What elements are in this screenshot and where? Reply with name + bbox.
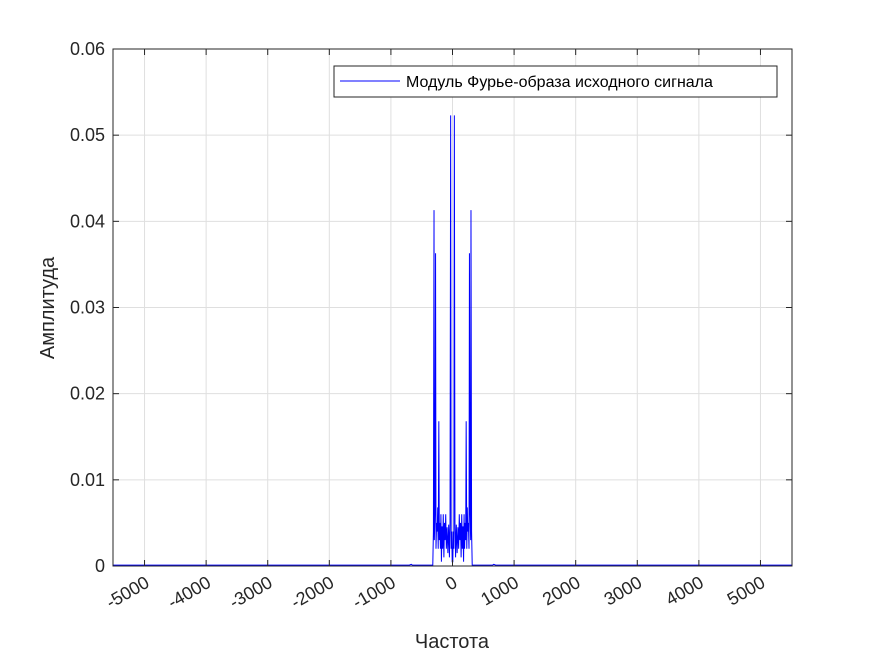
- x-tick-label: -3000: [226, 572, 276, 612]
- grid-lines: [113, 48, 792, 567]
- x-tick-label: -4000: [164, 572, 214, 612]
- legend-box: [333, 65, 778, 98]
- x-axis-title: Частота: [415, 631, 490, 653]
- y-tick-label: 0.03: [70, 298, 105, 318]
- legend-label: Модуль Фурье-образа исходного сигнала: [406, 74, 713, 91]
- y-tick-label: 0.05: [70, 125, 105, 145]
- x-tick-label: 5000: [724, 572, 769, 609]
- x-tick-label: -5000: [103, 572, 153, 612]
- x-tick-label: 3000: [601, 572, 646, 609]
- y-tick-label: 0.02: [70, 384, 105, 404]
- x-tick-label: 4000: [662, 572, 707, 609]
- y-tick-label: 0.01: [70, 470, 105, 490]
- x-tick-label: 1000: [477, 572, 522, 609]
- x-tick-label: -2000: [287, 572, 337, 612]
- x-tick-label: 0: [442, 572, 461, 594]
- x-tick-label: -1000: [349, 572, 399, 612]
- x-tick-label: 2000: [539, 572, 584, 609]
- y-axis-title: Амплитуда: [37, 256, 59, 359]
- legend: Модуль Фурье-образа исходного сигнала: [333, 65, 778, 98]
- y-tick-label: 0.06: [70, 39, 105, 59]
- y-tick-label: 0: [95, 556, 105, 576]
- y-tick-label: 0.04: [70, 211, 105, 231]
